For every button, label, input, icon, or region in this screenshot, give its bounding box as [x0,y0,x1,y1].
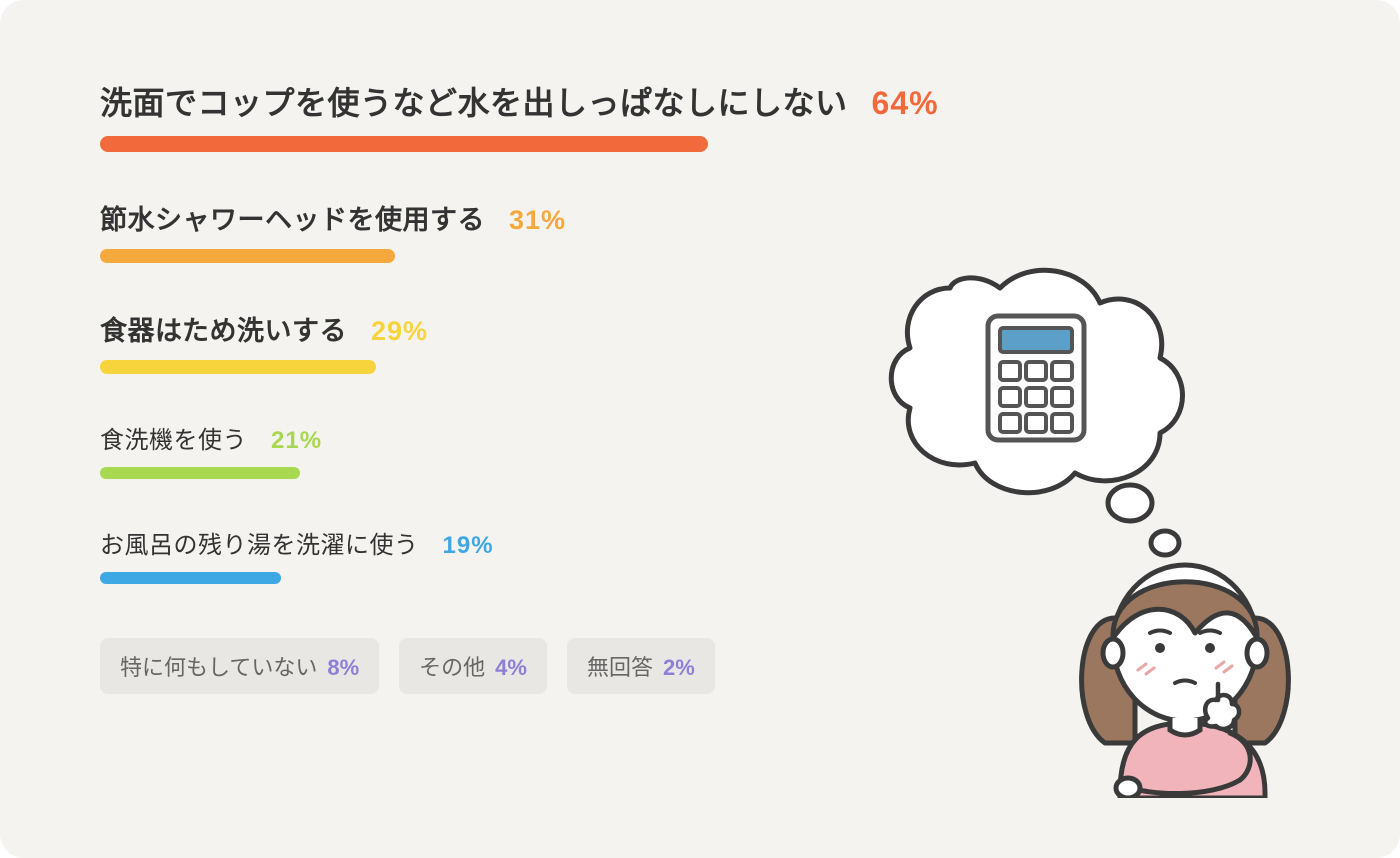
bar-track [100,572,281,584]
bar-track [100,249,395,263]
bar-value: 64% [872,85,939,122]
pill-list: 特に何もしていない 8% その他 4% 無回答 2% [100,638,1310,694]
bar-header: 節水シャワーヘッドを使用する 31% [100,198,1100,237]
bar-item: お風呂の残り湯を洗濯に使う 19% [100,525,1100,584]
pill-label: 特に何もしていない [120,650,317,682]
bar-label: 節水シャワーヘッドを使用する [100,198,485,237]
pill-label: その他 [419,650,485,682]
bar-label: 食洗機を使う [100,420,247,455]
bar-value: 31% [509,205,566,236]
bar-item: 洗面でコップを使うなど水を出しっぱなしにしない 64% [100,78,1100,152]
pill-value: 4% [495,655,527,681]
bar-header: 食器はため洗いする 29% [100,309,1100,348]
bar-item: 食洗機を使う 21% [100,420,1100,479]
bar-label: 洗面でコップを使うなど水を出しっぱなしにしない [100,78,848,124]
pill-item: 無回答 2% [567,638,715,694]
pill-item: 特に何もしていない 8% [100,638,379,694]
bar-item: 食器はため洗いする 29% [100,309,1100,374]
bar-value: 19% [443,532,494,560]
pill-item: その他 4% [399,638,547,694]
infographic-card: 洗面でコップを使うなど水を出しっぱなしにしない 64% 節水シャワーヘッドを使用する… [0,0,1400,858]
bar-list: 洗面でコップを使うなど水を出しっぱなしにしない 64% 節水シャワーヘッドを使用する… [100,78,1100,584]
bar-header: お風呂の残り湯を洗濯に使う 19% [100,525,1100,560]
pill-value: 8% [327,655,359,681]
bar-track [100,467,300,479]
bar-label: 食器はため洗いする [100,309,347,348]
pill-value: 2% [663,655,695,681]
bar-track [100,360,376,374]
bar-item: 節水シャワーヘッドを使用する 31% [100,198,1100,263]
bar-track [100,136,708,152]
bar-value: 29% [371,316,428,347]
bar-header: 洗面でコップを使うなど水を出しっぱなしにしない 64% [100,78,1100,124]
bar-label: お風呂の残り湯を洗濯に使う [100,525,419,560]
pill-label: 無回答 [587,650,653,682]
bar-value: 21% [271,427,322,455]
bar-header: 食洗機を使う 21% [100,420,1100,455]
